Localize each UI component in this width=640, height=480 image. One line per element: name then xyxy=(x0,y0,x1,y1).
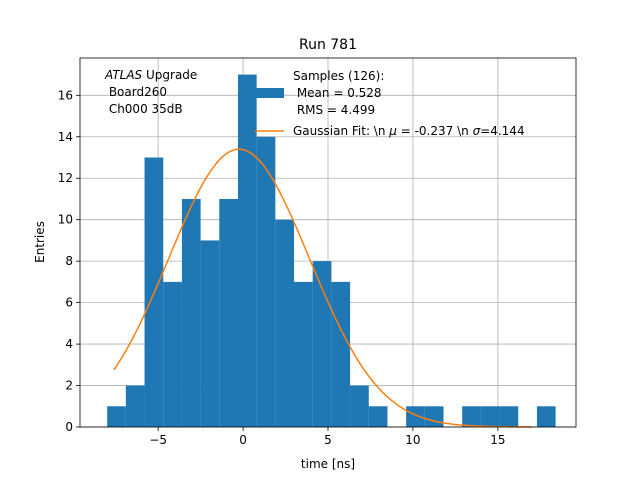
atlas-label: ATLAS Upgrade xyxy=(104,68,197,82)
y-tick-label-0: 0 xyxy=(65,420,73,434)
x-tick-label-2: 5 xyxy=(324,433,332,447)
histogram-bar-11 xyxy=(312,261,332,427)
legend-fit-prefix: Gaussian Fit: \n xyxy=(293,124,389,138)
legend-samples-mean: Mean = 0.528 xyxy=(293,86,382,100)
x-tick-label-3: 10 xyxy=(405,433,420,447)
x-tick-label-4: 15 xyxy=(490,433,505,447)
histogram-bar-12 xyxy=(331,281,351,427)
legend-fit-mu: μ xyxy=(388,124,397,138)
y-axis-label: Entries xyxy=(33,221,47,263)
x-axis-ticks: −5 0 5 10 15 xyxy=(149,427,506,447)
histogram-bar-10 xyxy=(294,281,313,427)
legend: Samples (126): Mean = 0.528 RMS = 4.499 … xyxy=(255,69,525,138)
histogram-bar-23 xyxy=(536,406,556,427)
histogram-bar-20 xyxy=(480,406,500,427)
y-tick-label-4: 8 xyxy=(65,254,73,268)
x-tick-label-1: 0 xyxy=(239,433,247,447)
histogram-bar-1 xyxy=(125,385,145,427)
histogram-bar-8 xyxy=(256,136,276,428)
y-tick-label-5: 10 xyxy=(58,213,73,227)
gaussian-fit-line xyxy=(113,148,532,428)
histogram-bar-4 xyxy=(181,198,201,427)
y-tick-label-7: 14 xyxy=(58,130,73,144)
histogram-bar-0 xyxy=(107,406,126,427)
y-tick-label-1: 2 xyxy=(65,379,73,393)
x-axis-label: time [ns] xyxy=(301,457,355,471)
y-axis-ticks: 0 2 4 6 8 10 12 14 16 xyxy=(58,88,80,434)
x-tick-label-0: −5 xyxy=(149,433,167,447)
atlas-italic: ATLAS xyxy=(104,68,143,82)
legend-fit-suffix: =4.144 xyxy=(480,124,524,138)
y-tick-label-2: 4 xyxy=(65,337,73,351)
y-tick-label-3: 6 xyxy=(65,296,73,310)
histogram-bars xyxy=(107,74,556,428)
histogram-bar-13 xyxy=(350,385,369,427)
histogram-bar-19 xyxy=(462,406,481,427)
histogram-bar-3 xyxy=(163,281,182,427)
histogram-bar-9 xyxy=(275,219,295,427)
chart-title: Run 781 xyxy=(299,37,357,53)
histogram-bar-17 xyxy=(424,406,444,427)
legend-samples-rms: RMS = 4.499 xyxy=(293,103,375,117)
upgrade-text: Upgrade xyxy=(142,68,197,82)
legend-fit-mid: = -0.237 \n xyxy=(397,124,473,138)
histogram-bar-7 xyxy=(237,74,257,428)
histogram-bar-6 xyxy=(219,198,238,427)
legend-samples-title: Samples (126): xyxy=(293,69,384,83)
histogram-bar-5 xyxy=(200,240,220,427)
legend-fit-label: Gaussian Fit: \n μ = -0.237 \n σ=4.144 xyxy=(293,124,525,138)
channel-label: Ch000 35dB xyxy=(105,102,183,116)
legend-fit-sigma: σ xyxy=(473,124,481,138)
y-tick-label-6: 12 xyxy=(58,171,73,185)
legend-samples-swatch xyxy=(255,88,284,98)
histogram-bar-16 xyxy=(406,406,425,427)
histogram-bar-14 xyxy=(368,406,388,427)
atlas-annotation: ATLAS Upgrade Board260 Ch000 35dB xyxy=(104,68,197,116)
board-label: Board260 xyxy=(105,85,167,99)
histogram-bar-21 xyxy=(499,406,519,427)
y-tick-label-8: 16 xyxy=(58,88,73,102)
